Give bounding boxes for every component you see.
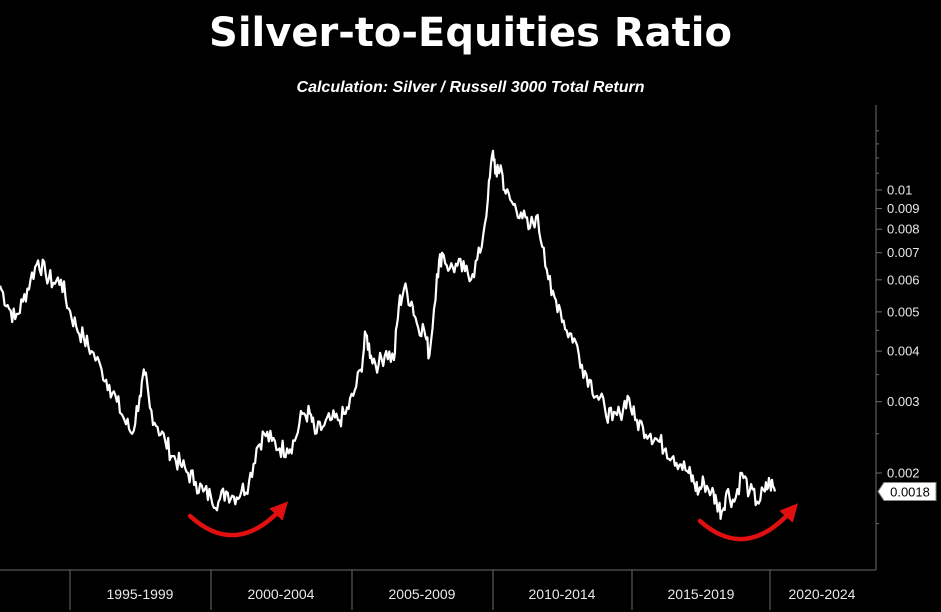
y-ticks: 0.002 0.003 0.004 0.005 0.006 0.007 0.008 0.009… (876, 130, 920, 525)
y-tick-label: 0.009 (887, 201, 920, 216)
y-tick-label: 0.007 (887, 245, 920, 260)
red-arrow-right (697, 503, 798, 542)
x-tick-label: 2015-2019 (668, 586, 735, 602)
x-tick-label: 2020-2024 (789, 586, 856, 602)
y-tick-label: 0.006 (887, 272, 920, 287)
series-line (0, 149, 777, 520)
red-arrow-left (187, 501, 289, 538)
chart-title: Silver-to-Equities Ratio (209, 10, 732, 56)
series-layer: 0.0018 (0, 149, 937, 520)
y-tick-label: 0.002 (887, 466, 920, 481)
last-value-label: 0.0018 (890, 485, 930, 500)
x-tick-label: 2005-2009 (389, 586, 456, 602)
chart-subtitle: Calculation: Silver / Russell 3000 Total… (296, 79, 645, 96)
x-tick-label: 1995-1999 (107, 586, 174, 602)
axes (0, 105, 877, 571)
y-tick-label: 0.004 (887, 344, 920, 359)
annotations-layer (187, 501, 798, 542)
x-tick-label: 2000-2004 (248, 586, 315, 602)
y-tick-label: 0.003 (887, 394, 920, 409)
y-tick-label: 0.008 (887, 222, 920, 237)
last-value-badge (877, 482, 937, 502)
y-tick-label: 0.005 (887, 304, 920, 319)
x-ticks: 1995-1999 2000-2004 2005-2009 2010-2014 2015… (69, 570, 856, 610)
x-tick-label: 2010-2014 (529, 586, 596, 602)
y-tick-label: 0.01 (887, 183, 912, 198)
